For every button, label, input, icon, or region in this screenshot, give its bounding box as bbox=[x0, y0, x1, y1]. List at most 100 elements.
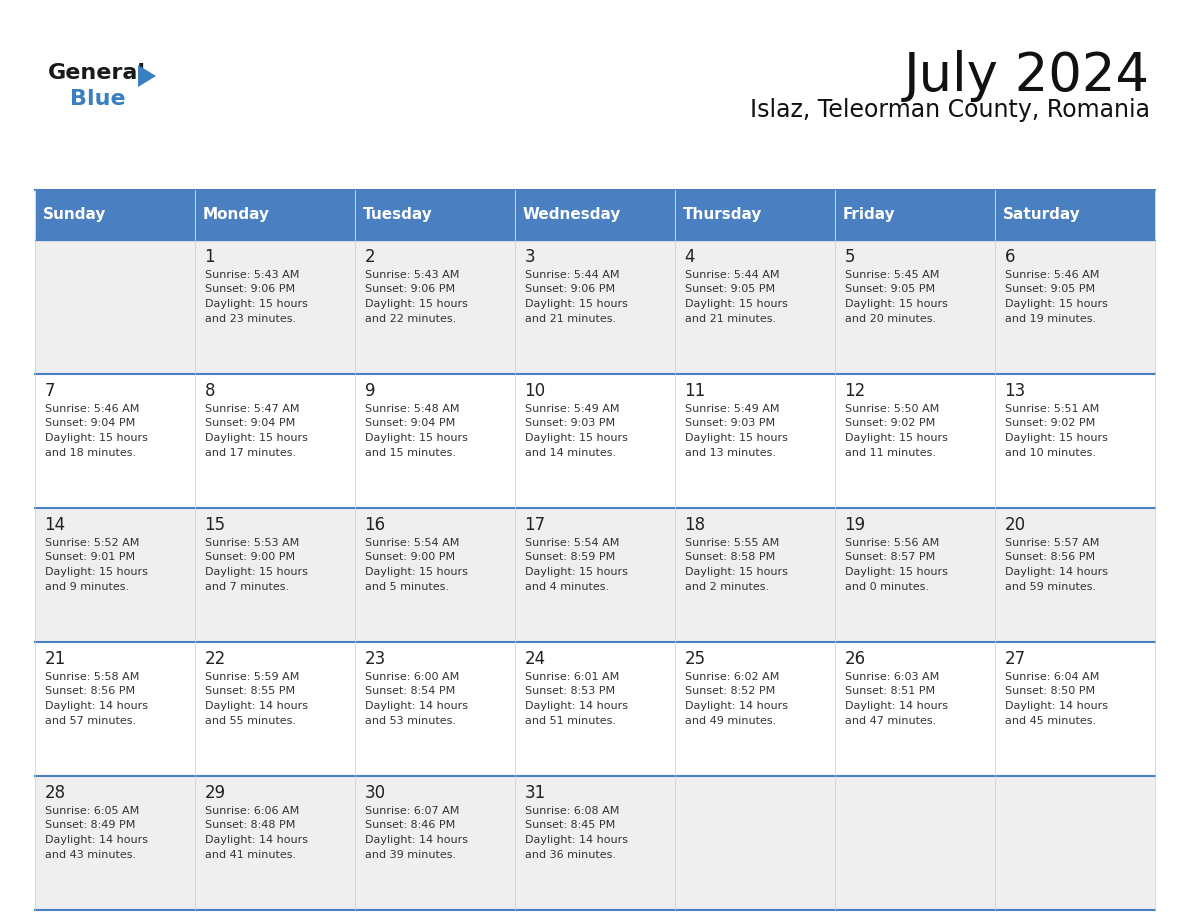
Text: Daylight: 14 hours: Daylight: 14 hours bbox=[365, 701, 468, 711]
Text: 15: 15 bbox=[204, 516, 226, 534]
Text: Sunrise: 5:44 AM: Sunrise: 5:44 AM bbox=[684, 270, 779, 280]
Text: Sunset: 8:56 PM: Sunset: 8:56 PM bbox=[1005, 553, 1094, 563]
Bar bbox=[195, 374, 355, 508]
Text: and 13 minutes.: and 13 minutes. bbox=[684, 447, 776, 457]
Text: Sunrise: 5:43 AM: Sunrise: 5:43 AM bbox=[365, 270, 459, 280]
Text: Sunrise: 5:59 AM: Sunrise: 5:59 AM bbox=[204, 672, 299, 682]
Bar bbox=[996, 240, 1155, 374]
Text: Daylight: 14 hours: Daylight: 14 hours bbox=[45, 835, 147, 845]
Text: Sunset: 8:57 PM: Sunset: 8:57 PM bbox=[845, 553, 935, 563]
Text: and 18 minutes.: and 18 minutes. bbox=[45, 447, 135, 457]
Text: Sunrise: 5:52 AM: Sunrise: 5:52 AM bbox=[45, 538, 139, 548]
Bar bbox=[675, 508, 835, 642]
Text: and 0 minutes.: and 0 minutes. bbox=[845, 581, 929, 591]
Text: 16: 16 bbox=[365, 516, 386, 534]
Text: Daylight: 15 hours: Daylight: 15 hours bbox=[204, 567, 308, 577]
Text: 22: 22 bbox=[204, 650, 226, 668]
Text: Sunset: 8:46 PM: Sunset: 8:46 PM bbox=[365, 821, 455, 831]
Text: Daylight: 14 hours: Daylight: 14 hours bbox=[365, 835, 468, 845]
Text: Daylight: 15 hours: Daylight: 15 hours bbox=[204, 299, 308, 309]
Text: and 41 minutes.: and 41 minutes. bbox=[204, 849, 296, 859]
Text: 7: 7 bbox=[45, 382, 55, 400]
Text: Daylight: 15 hours: Daylight: 15 hours bbox=[204, 433, 308, 443]
Bar bbox=[516, 240, 675, 374]
Bar bbox=[516, 190, 675, 240]
Text: Sunrise: 5:51 AM: Sunrise: 5:51 AM bbox=[1005, 404, 1099, 414]
Text: Sunrise: 6:00 AM: Sunrise: 6:00 AM bbox=[365, 672, 459, 682]
Text: Tuesday: Tuesday bbox=[364, 207, 432, 222]
Text: Sunset: 8:54 PM: Sunset: 8:54 PM bbox=[365, 687, 455, 697]
Text: 19: 19 bbox=[845, 516, 866, 534]
Text: Daylight: 15 hours: Daylight: 15 hours bbox=[845, 433, 948, 443]
Text: Sunrise: 5:43 AM: Sunrise: 5:43 AM bbox=[204, 270, 299, 280]
Text: Sunrise: 5:50 AM: Sunrise: 5:50 AM bbox=[845, 404, 939, 414]
Text: Sunrise: 5:53 AM: Sunrise: 5:53 AM bbox=[204, 538, 299, 548]
Text: and 11 minutes.: and 11 minutes. bbox=[845, 447, 936, 457]
Text: Sunrise: 5:55 AM: Sunrise: 5:55 AM bbox=[684, 538, 779, 548]
Bar bbox=[675, 776, 835, 910]
Text: 11: 11 bbox=[684, 382, 706, 400]
Text: Sunset: 8:56 PM: Sunset: 8:56 PM bbox=[45, 687, 134, 697]
Bar bbox=[835, 374, 996, 508]
Text: and 17 minutes.: and 17 minutes. bbox=[204, 447, 296, 457]
Bar bbox=[996, 190, 1155, 240]
Text: Sunset: 9:03 PM: Sunset: 9:03 PM bbox=[525, 419, 614, 429]
Text: and 21 minutes.: and 21 minutes. bbox=[684, 314, 776, 323]
Text: and 49 minutes.: and 49 minutes. bbox=[684, 715, 776, 725]
Bar bbox=[835, 508, 996, 642]
Text: Sunrise: 5:58 AM: Sunrise: 5:58 AM bbox=[45, 672, 139, 682]
Text: 1: 1 bbox=[204, 248, 215, 266]
Text: Sunset: 9:02 PM: Sunset: 9:02 PM bbox=[1005, 419, 1095, 429]
Text: Sunset: 8:58 PM: Sunset: 8:58 PM bbox=[684, 553, 775, 563]
Text: and 15 minutes.: and 15 minutes. bbox=[365, 447, 456, 457]
Bar bbox=[516, 642, 675, 776]
Text: Daylight: 14 hours: Daylight: 14 hours bbox=[204, 701, 308, 711]
Text: and 9 minutes.: and 9 minutes. bbox=[45, 581, 128, 591]
Text: Sunset: 9:04 PM: Sunset: 9:04 PM bbox=[365, 419, 455, 429]
Bar bbox=[996, 776, 1155, 910]
Bar bbox=[835, 190, 996, 240]
Text: Daylight: 14 hours: Daylight: 14 hours bbox=[525, 835, 627, 845]
Text: 9: 9 bbox=[365, 382, 375, 400]
Text: 21: 21 bbox=[45, 650, 65, 668]
Text: 12: 12 bbox=[845, 382, 866, 400]
Text: Daylight: 15 hours: Daylight: 15 hours bbox=[525, 299, 627, 309]
Text: and 5 minutes.: and 5 minutes. bbox=[365, 581, 449, 591]
Text: 3: 3 bbox=[525, 248, 536, 266]
Text: Sunset: 9:00 PM: Sunset: 9:00 PM bbox=[365, 553, 455, 563]
Text: and 36 minutes.: and 36 minutes. bbox=[525, 849, 615, 859]
Text: 10: 10 bbox=[525, 382, 545, 400]
Text: Sunset: 8:53 PM: Sunset: 8:53 PM bbox=[525, 687, 614, 697]
Text: Sunset: 9:02 PM: Sunset: 9:02 PM bbox=[845, 419, 935, 429]
Text: Daylight: 14 hours: Daylight: 14 hours bbox=[1005, 567, 1107, 577]
Text: Daylight: 15 hours: Daylight: 15 hours bbox=[45, 433, 147, 443]
Text: and 4 minutes.: and 4 minutes. bbox=[525, 581, 608, 591]
Text: Sunset: 8:49 PM: Sunset: 8:49 PM bbox=[45, 821, 135, 831]
Text: Sunrise: 5:54 AM: Sunrise: 5:54 AM bbox=[525, 538, 619, 548]
Bar bbox=[195, 240, 355, 374]
Text: 24: 24 bbox=[525, 650, 545, 668]
Text: Sunrise: 5:54 AM: Sunrise: 5:54 AM bbox=[365, 538, 459, 548]
Text: 5: 5 bbox=[845, 248, 855, 266]
Bar bbox=[34, 374, 195, 508]
Text: Sunrise: 6:07 AM: Sunrise: 6:07 AM bbox=[365, 806, 459, 816]
Text: Sunset: 9:05 PM: Sunset: 9:05 PM bbox=[845, 285, 935, 295]
Text: and 59 minutes.: and 59 minutes. bbox=[1005, 581, 1095, 591]
Text: Sunset: 9:04 PM: Sunset: 9:04 PM bbox=[45, 419, 135, 429]
Text: July 2024: July 2024 bbox=[904, 50, 1150, 102]
Bar bbox=[34, 190, 195, 240]
Text: Islaz, Teleorman County, Romania: Islaz, Teleorman County, Romania bbox=[750, 98, 1150, 122]
Text: 31: 31 bbox=[525, 784, 545, 802]
Text: 18: 18 bbox=[684, 516, 706, 534]
Text: 14: 14 bbox=[45, 516, 65, 534]
Text: Sunset: 9:06 PM: Sunset: 9:06 PM bbox=[525, 285, 614, 295]
Text: Daylight: 14 hours: Daylight: 14 hours bbox=[684, 701, 788, 711]
Text: Daylight: 15 hours: Daylight: 15 hours bbox=[845, 567, 948, 577]
Text: Wednesday: Wednesday bbox=[523, 207, 621, 222]
Text: Daylight: 15 hours: Daylight: 15 hours bbox=[684, 433, 788, 443]
Text: Friday: Friday bbox=[843, 207, 896, 222]
Text: Sunrise: 6:03 AM: Sunrise: 6:03 AM bbox=[845, 672, 939, 682]
Text: and 21 minutes.: and 21 minutes. bbox=[525, 314, 615, 323]
Text: Daylight: 14 hours: Daylight: 14 hours bbox=[1005, 701, 1107, 711]
Text: and 23 minutes.: and 23 minutes. bbox=[204, 314, 296, 323]
